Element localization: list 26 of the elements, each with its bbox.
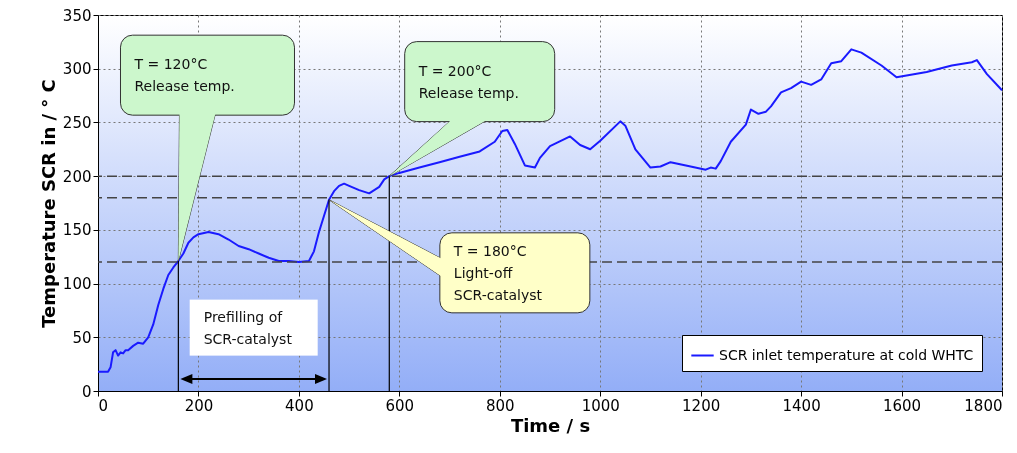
- x-tick-label: 800: [485, 396, 515, 415]
- x-tick-label: 600: [385, 396, 415, 415]
- annotation: T = 180°C Light-off SCR-catalyst: [452, 242, 543, 303]
- y-tick-label: 150: [62, 221, 92, 240]
- y-tick-label: 50: [72, 328, 92, 347]
- x-tick-label: 0: [98, 396, 109, 415]
- y-tick-label: 250: [62, 113, 92, 132]
- y-tick-label: 200: [62, 167, 92, 186]
- y-axis-title: Temperature SCR in / ° C: [37, 79, 59, 328]
- x-tick-label: 1600: [882, 396, 922, 415]
- y-tick-label: 300: [62, 60, 92, 79]
- x-tick-label: 400: [285, 396, 314, 415]
- annotation: T = 200°C Release temp.: [417, 62, 519, 101]
- x-tick-label: 1000: [581, 396, 620, 415]
- x-tick-label: 1800: [964, 396, 1003, 415]
- y-tick-label: 0: [81, 382, 92, 401]
- x-tick-label: 200: [184, 396, 214, 415]
- legend-label: SCR inlet temperature at cold WHTC: [719, 346, 974, 363]
- y-tick-label: 100: [62, 275, 92, 294]
- x-tick-label: 1400: [782, 396, 821, 415]
- annotation: Prefilling of SCR-catalyst: [203, 308, 293, 347]
- line-series: [97, 48, 1003, 373]
- x-axis-title: Time / s: [510, 414, 591, 436]
- annotation: T = 120°C Release temp.: [133, 56, 235, 95]
- x-tick-label: 1200: [682, 396, 721, 415]
- y-tick-label: 350: [62, 6, 92, 25]
